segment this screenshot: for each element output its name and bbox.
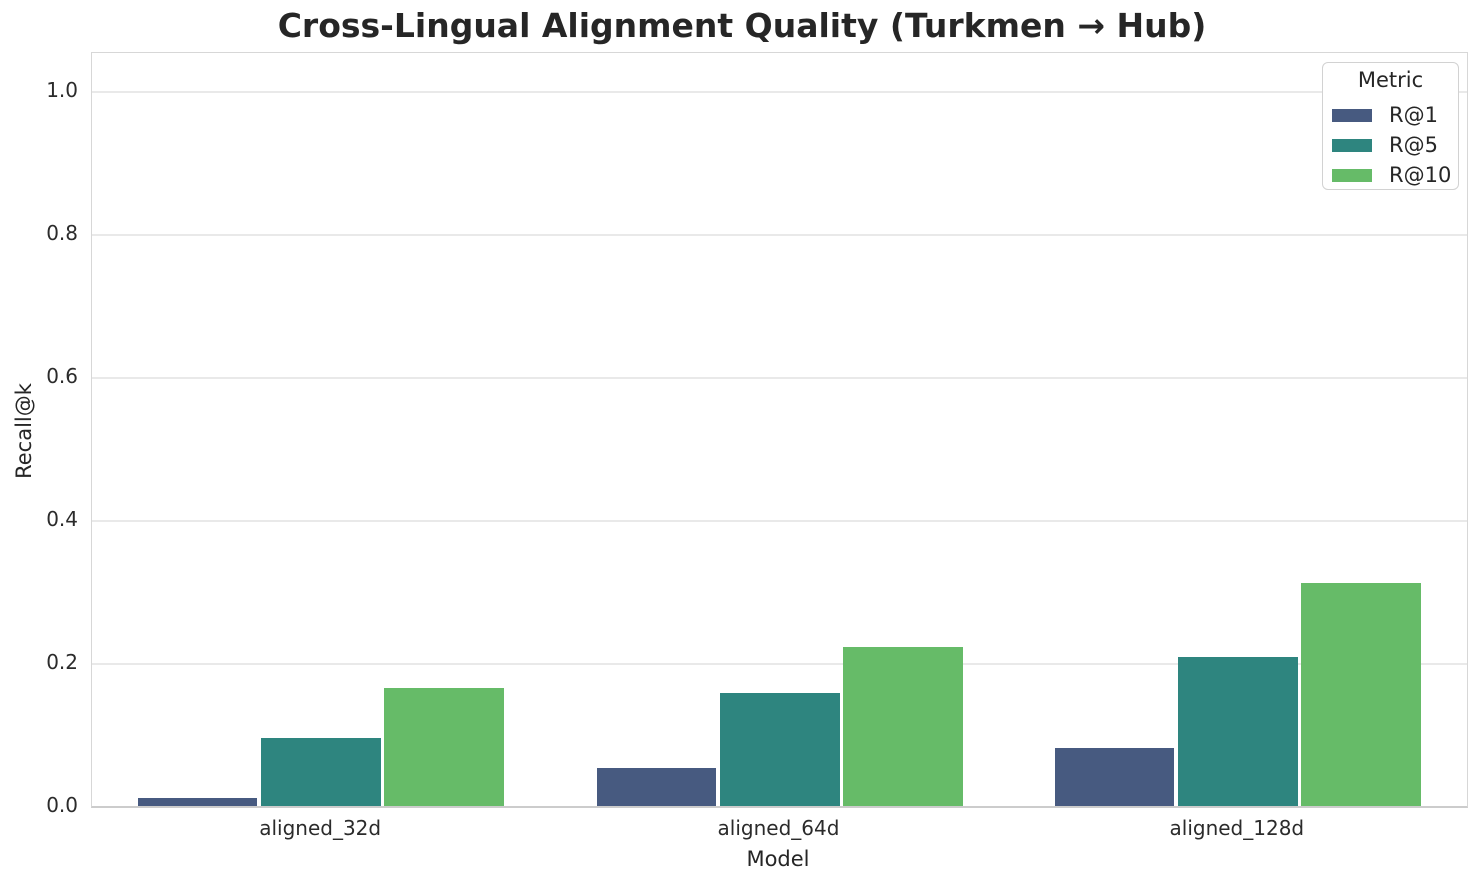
bar-aligned_128d-R@10 [1300,582,1421,806]
y-axis-title: Recall@k [12,383,36,479]
chart-title: Cross-Lingual Alignment Quality (Turkmen… [277,6,1207,45]
y-axis-tick-label: 1.0 [46,78,78,102]
bar-aligned_64d-R@1 [596,768,716,806]
x-axis-title: Model [746,847,810,871]
legend-item-label: R@5 [1389,133,1438,157]
bar-aligned_32d-R@10 [384,688,505,806]
legend-item-label: R@10 [1389,163,1452,187]
legend-swatch [1332,138,1372,152]
legend-items: R@1 R@5 R@10 [1332,100,1452,190]
x-axis-tick-label: aligned_32d [259,816,382,840]
bar-aligned_32d-R@1 [138,798,258,806]
x-axis-tick-label: aligned_128d [1169,816,1305,840]
gridline [92,377,1467,379]
legend-item-R@1: R@1 [1332,100,1449,130]
bar-aligned_64d-R@5 [719,693,840,806]
y-axis-tick-label: 0.6 [46,364,78,388]
plot-area [91,52,1468,808]
legend-item-R@5: R@5 [1332,130,1449,160]
gridline [92,520,1467,522]
bar-aligned_32d-R@5 [261,738,382,806]
y-axis-tick-label: 0.2 [46,650,78,674]
bar-aligned_64d-R@10 [842,647,963,806]
x-axis-tick-label: aligned_64d [717,816,840,840]
gridline [92,234,1467,236]
legend-title: Metric [1357,68,1424,92]
bar-aligned_128d-R@1 [1054,748,1174,806]
y-axis-tick-label: 0.8 [46,221,78,245]
legend-swatch [1332,168,1372,182]
legend-item-label: R@1 [1389,103,1438,127]
legend-item-R@10: R@10 [1332,160,1452,190]
legend-swatch [1332,108,1372,122]
y-axis-tick-label: 0.0 [46,793,78,817]
y-axis-tick-label: 0.4 [46,507,78,531]
gridline [92,663,1467,665]
legend: Metric R@1 R@5 R@10 [1322,62,1459,190]
gridline [92,91,1467,93]
bar-aligned_128d-R@5 [1177,656,1298,806]
